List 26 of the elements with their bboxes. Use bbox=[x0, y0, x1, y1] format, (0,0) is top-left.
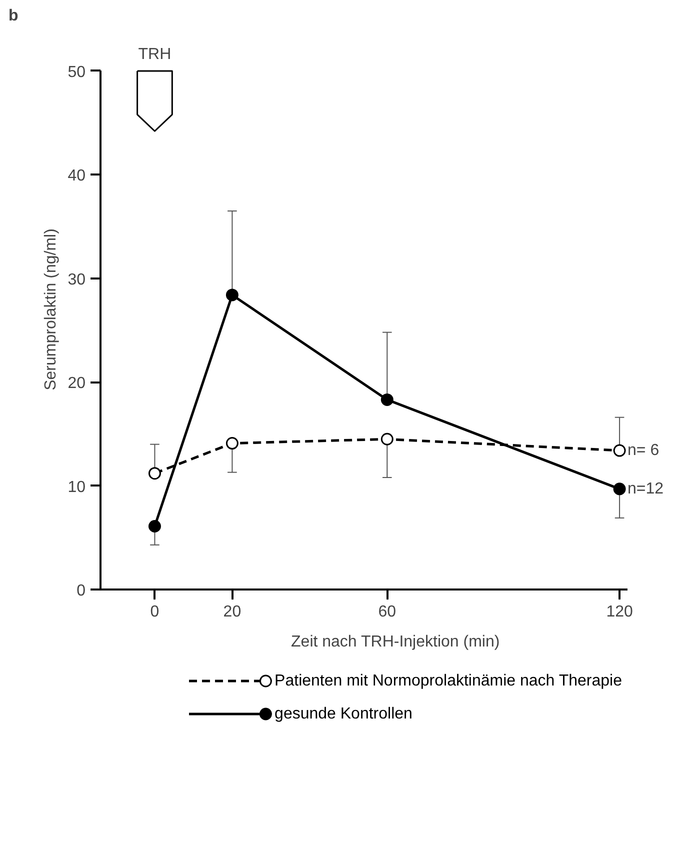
point bbox=[380, 432, 394, 446]
point bbox=[226, 288, 238, 302]
y-axis-title: Serumprolaktin (ng/ml) bbox=[42, 228, 60, 390]
point bbox=[148, 520, 161, 532]
legend-label: Patienten mit Normoprolaktinämie nach Therapie bbox=[274, 672, 622, 690]
point bbox=[380, 393, 394, 406]
text: TRH bbox=[138, 46, 172, 63]
legend-label: gesunde Kontrollen bbox=[274, 706, 412, 722]
y-tick-label: 30 bbox=[68, 271, 86, 288]
point bbox=[613, 444, 626, 457]
y-tick-label: 40 bbox=[68, 168, 86, 185]
annotation: n= 6 bbox=[628, 442, 660, 460]
x-tick-label: 0 bbox=[150, 604, 160, 620]
y-tick-label: 20 bbox=[68, 375, 86, 392]
x-axis-title: Zeit nach TRH-Injektion (min) bbox=[291, 634, 500, 650]
point bbox=[148, 467, 161, 480]
x-tick-label: 60 bbox=[378, 604, 396, 620]
point bbox=[226, 437, 238, 450]
y-tick-label: 50 bbox=[68, 64, 86, 81]
text: b bbox=[8, 8, 18, 24]
point bbox=[613, 482, 626, 496]
x-tick-label: 120 bbox=[606, 604, 633, 620]
y-tick-label: 10 bbox=[68, 478, 86, 496]
y-tick-label: 0 bbox=[76, 582, 86, 600]
annotation: n=12 bbox=[628, 480, 664, 498]
x-tick-label: 20 bbox=[223, 604, 242, 620]
